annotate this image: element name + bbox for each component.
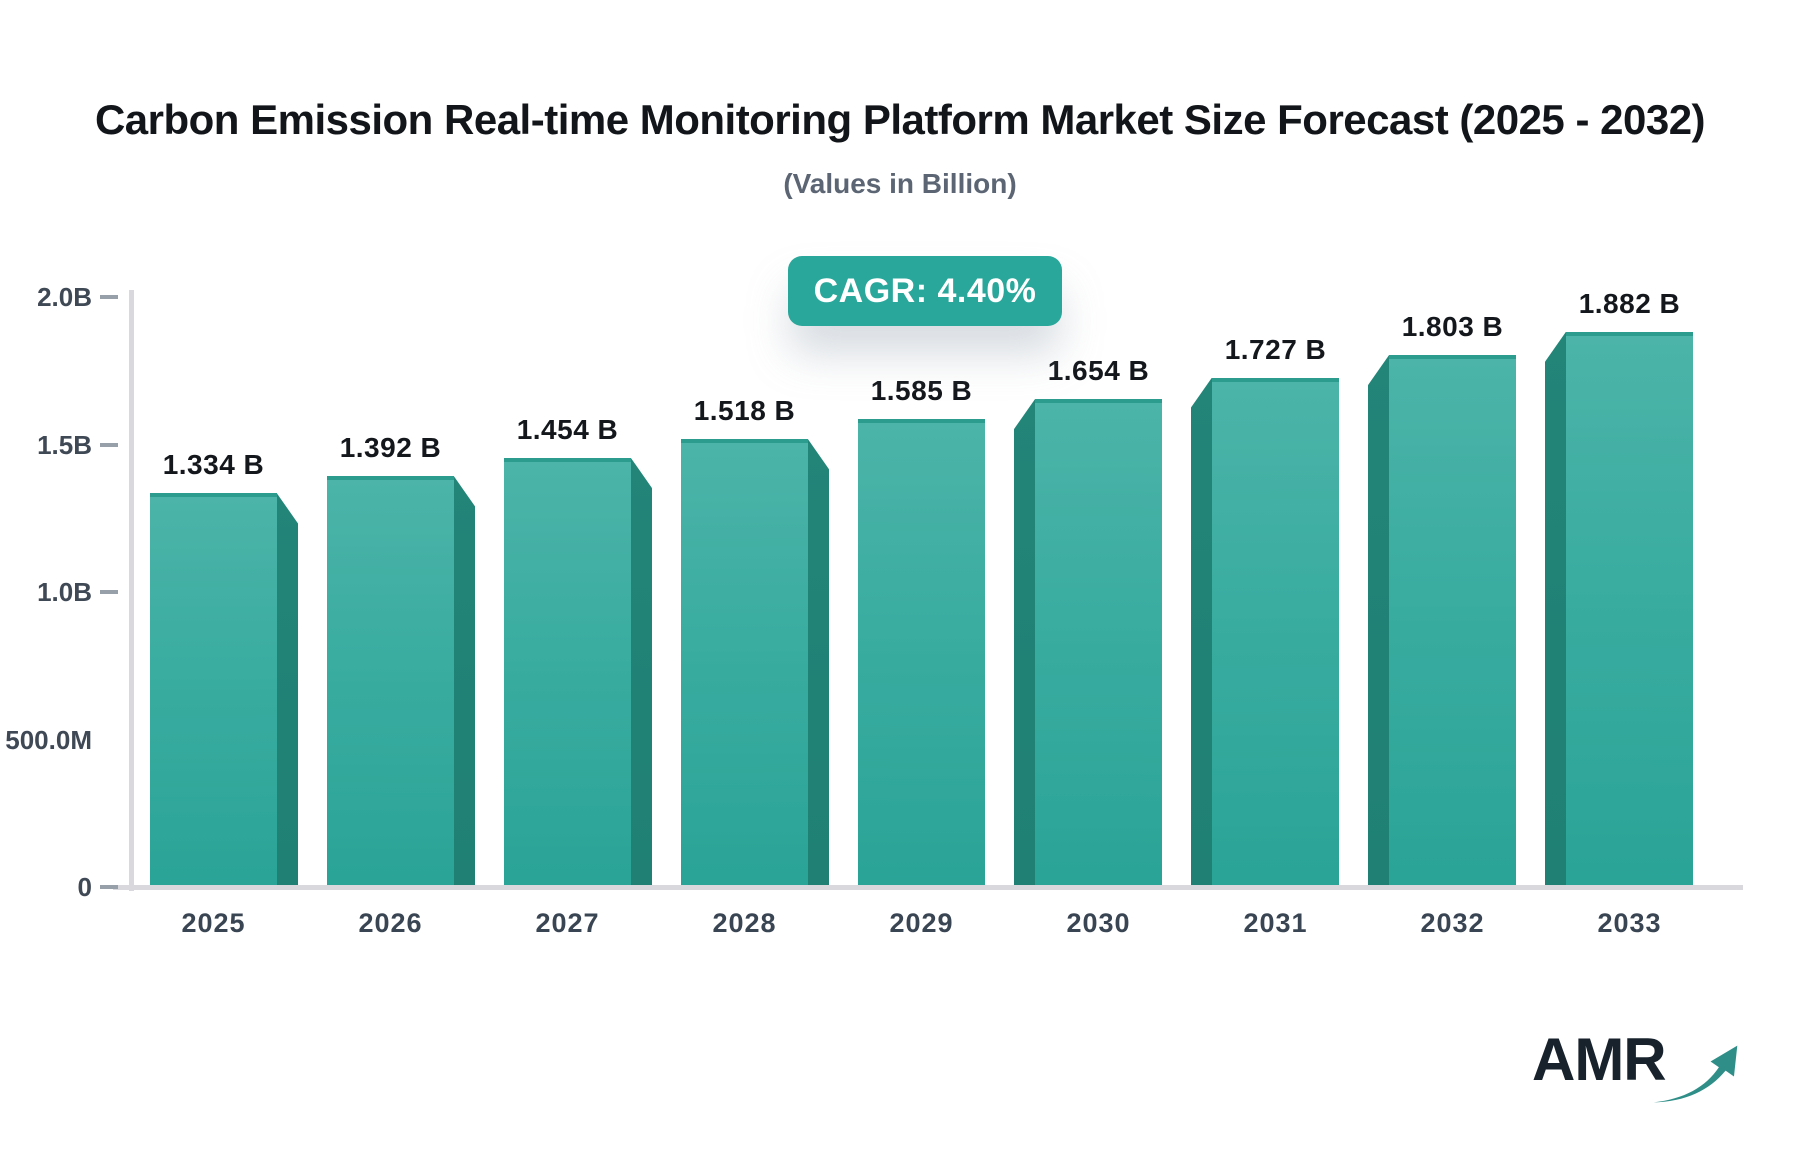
- bar: [858, 419, 985, 885]
- bar-value-label: 1.518 B: [693, 395, 796, 427]
- bar-side-face: [808, 439, 829, 885]
- bar-value-label: 1.334 B: [162, 449, 265, 481]
- x-tick-label: 2030: [1066, 908, 1131, 938]
- bar-value-label: 1.654 B: [1047, 355, 1150, 387]
- cagr-badge-label: CAGR: 4.40%: [813, 271, 1037, 310]
- x-tick-label: 2028: [712, 908, 777, 938]
- y-tick-dash: [100, 295, 118, 299]
- y-tick-dash: [100, 885, 118, 889]
- bar-value-label: 1.585 B: [870, 375, 973, 407]
- x-tick-label: 2029: [889, 908, 954, 938]
- bar: [681, 439, 808, 885]
- bar: [327, 476, 454, 885]
- amr-logo-text: AMR: [1532, 1026, 1667, 1093]
- y-tick-label: 1.0B: [37, 577, 92, 607]
- bar-value-label: 1.392 B: [339, 432, 442, 464]
- growth-arrow-icon: [1653, 1045, 1737, 1103]
- cagr-badge: CAGR: 4.40%: [788, 256, 1062, 326]
- x-tick-label: 2033: [1597, 908, 1662, 938]
- x-tick-label: 2032: [1420, 908, 1485, 938]
- bar: [1566, 331, 1693, 885]
- y-tick-label: 500.0M: [5, 724, 92, 755]
- bar-value-label: 1.727 B: [1224, 333, 1327, 365]
- y-tick-label: 1.5B: [37, 429, 92, 460]
- bar: [1212, 377, 1339, 885]
- y-tick-label: 0: [77, 872, 92, 902]
- chart-subtitle: (Values in Billion): [783, 168, 1017, 199]
- x-tick-label: 2031: [1243, 908, 1308, 938]
- bar-side-face: [277, 493, 298, 885]
- x-axis-line: [113, 885, 1743, 890]
- bar: [150, 493, 277, 885]
- y-tick-dash: [100, 590, 118, 594]
- x-tick-label: 2026: [358, 908, 423, 938]
- amr-logo: AMR: [1532, 1030, 1744, 1106]
- y-axis-line: [129, 290, 134, 891]
- bar-value-label: 1.882 B: [1578, 287, 1681, 319]
- bar-side-face: [1014, 399, 1035, 885]
- bar-side-face: [454, 476, 475, 885]
- y-tick-label: 2.0B: [37, 282, 92, 312]
- bar: [504, 458, 631, 885]
- x-tick-label: 2027: [535, 908, 600, 938]
- y-tick-dash: [100, 442, 118, 447]
- bar-side-face: [1191, 377, 1212, 885]
- bar-side-face: [1368, 355, 1389, 885]
- bar-side-face: [1545, 331, 1566, 885]
- bar: [1035, 399, 1162, 885]
- bar: [1389, 355, 1516, 885]
- x-tick-label: 2025: [181, 908, 246, 938]
- bar-side-face: [631, 458, 652, 885]
- bar-value-label: 1.454 B: [516, 414, 619, 446]
- chart-title: Carbon Emission Real-time Monitoring Pla…: [94, 96, 1706, 143]
- bar-value-label: 1.803 B: [1401, 311, 1504, 343]
